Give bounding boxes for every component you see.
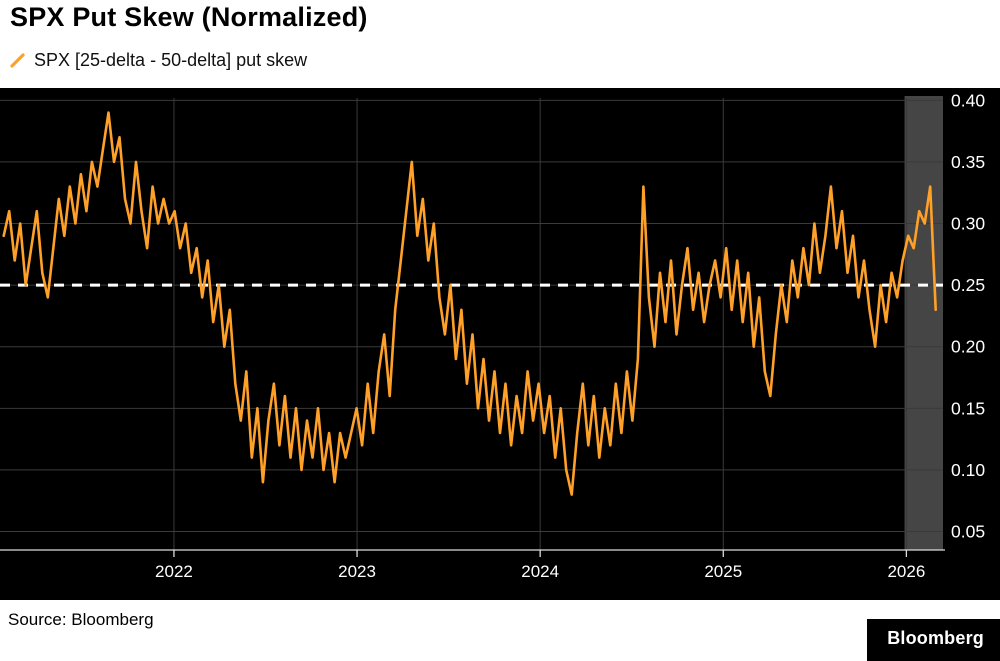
y-axis-label: 0.30 [951, 214, 985, 234]
chart-area: 0.40 0.35 0.30 0.25 0.20 0.15 0.10 0.05 2022 2023… [0, 88, 1000, 600]
bloomberg-logo: Bloomberg [867, 619, 1000, 661]
y-axis-label: 0.25 [951, 275, 985, 295]
highlight-band [904, 96, 943, 550]
figure-footer: Source: Bloomberg Bloomberg [0, 600, 1000, 661]
x-axis-label: 2024 [521, 562, 559, 581]
y-axis-label: 0.40 [951, 90, 985, 110]
x-axis-label: 2022 [155, 562, 193, 581]
y-axis-label: 0.05 [951, 522, 985, 542]
x-axis-label: 2023 [338, 562, 376, 581]
x-axis-label: 2025 [704, 562, 742, 581]
x-axis-label: 2026 [887, 562, 925, 581]
legend-marker-icon [10, 53, 25, 68]
y-axis-label: 0.10 [951, 460, 985, 480]
legend: SPX [25-delta - 50-delta] put skew [10, 50, 307, 71]
chart-title: SPX Put Skew (Normalized) [10, 2, 368, 32]
y-axis-label: 0.20 [951, 337, 985, 357]
series-line [2, 111, 938, 496]
legend-label: SPX [25-delta - 50-delta] put skew [34, 50, 308, 70]
legend-marker-line [10, 53, 25, 68]
y-axis-label: 0.35 [951, 152, 985, 172]
source-note: Source: Bloomberg [8, 610, 154, 629]
chart-svg: 0.40 0.35 0.30 0.25 0.20 0.15 0.10 0.05 2022 2023… [0, 90, 985, 581]
y-axis-label: 0.15 [951, 398, 985, 418]
figure-header: SPX Put Skew (Normalized) SPX [25-delta … [0, 0, 1000, 88]
